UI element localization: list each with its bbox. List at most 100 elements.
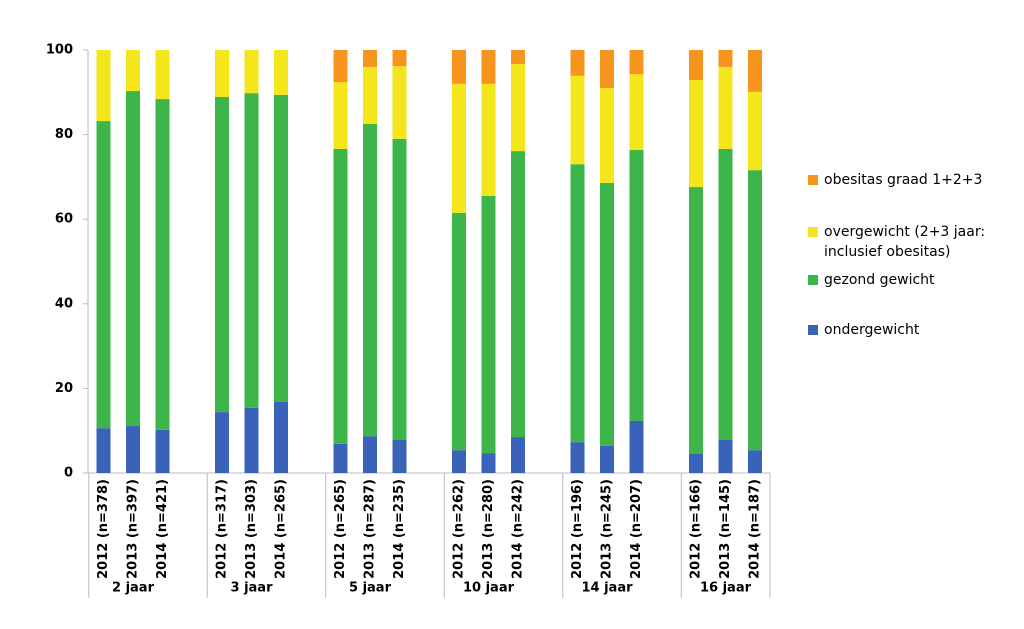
bar-segment [481, 453, 496, 473]
bar-segment [274, 50, 288, 95]
group-label: 5 jaar [349, 581, 392, 596]
bar-segment [126, 91, 140, 427]
bar-segment [333, 443, 348, 473]
bar-segment [96, 50, 111, 122]
bar-segment [481, 195, 496, 454]
y-tick-label: 100 [46, 43, 73, 58]
bar-segment [126, 426, 140, 473]
bar-segment [718, 440, 733, 473]
x-tick-label: 2012 (n=265) [333, 479, 348, 579]
bar-segment [718, 148, 733, 441]
legend-item: ondergewicht [808, 320, 1008, 340]
y-tick-label: 40 [55, 296, 73, 311]
x-tick-label: 2012 (n=317) [215, 479, 230, 579]
bar-segment [600, 88, 614, 183]
bar-segment [274, 94, 288, 402]
x-tick-label: 2014 (n=421) [155, 479, 170, 579]
bar-segment [96, 121, 111, 429]
bar-segment [511, 151, 525, 438]
x-tick-label: 2013 (n=397) [126, 479, 141, 579]
legend-swatch [808, 325, 818, 335]
group-label: 16 jaar [700, 581, 752, 596]
bar-segment [481, 50, 496, 84]
bar-segment [570, 50, 585, 76]
bar-segment [718, 66, 733, 149]
bar-segment [215, 412, 229, 473]
bar-segment [333, 82, 348, 149]
bar-segment [629, 420, 644, 473]
y-tick-label: 60 [55, 212, 73, 227]
bar-segment [600, 182, 614, 446]
legend-label: overgewicht (2+3 jaar: inclusief obesita… [824, 224, 986, 260]
bar-segment [600, 50, 614, 89]
x-tick-label: 2013 (n=280) [481, 479, 496, 579]
x-tick-label: 2012 (n=196) [570, 479, 585, 579]
x-tick-label: 2013 (n=145) [718, 479, 733, 579]
bar-segment [244, 407, 259, 473]
bar-segment [363, 436, 377, 473]
x-tick-label: 2014 (n=242) [511, 479, 526, 579]
bar-segment [570, 442, 585, 473]
bar-segment [570, 75, 585, 165]
x-tick-label: 2012 (n=166) [689, 479, 704, 579]
y-tick-label: 20 [55, 381, 73, 396]
group-label: 10 jaar [463, 581, 515, 596]
y-tick-label: 80 [55, 127, 73, 142]
y-tick-label: 0 [64, 466, 73, 481]
bar-segment [511, 63, 525, 152]
bar-segment [215, 96, 229, 413]
bar-segment [748, 91, 762, 171]
bar-segment [452, 212, 466, 451]
bar-segment [333, 148, 348, 444]
bar-segment [481, 83, 496, 196]
bar-segment [392, 138, 407, 441]
bar-segment [363, 50, 377, 67]
x-tick-label: 2012 (n=378) [96, 479, 111, 579]
bar-segment [155, 429, 170, 473]
group-label: 14 jaar [581, 581, 633, 596]
bar-segment [689, 187, 703, 454]
x-tick-label: 2013 (n=245) [600, 479, 615, 579]
x-tick-label: 2014 (n=187) [748, 479, 763, 579]
bar-segment [452, 450, 466, 473]
bar-segment [600, 445, 614, 473]
bar-segment [452, 50, 466, 84]
legend-swatch [808, 227, 818, 237]
bar-segment [392, 66, 407, 139]
x-tick-label: 2012 (n=262) [452, 479, 467, 579]
bar-segment [629, 149, 644, 421]
group-label: 2 jaar [112, 581, 155, 596]
bar-segment [570, 164, 585, 443]
bar-segment [333, 50, 348, 83]
bar-segment [274, 401, 288, 473]
bar-segment [363, 66, 377, 125]
bar-segment [718, 50, 733, 67]
group-label: 3 jaar [231, 581, 274, 596]
bar-segment [126, 50, 140, 92]
bar-segment [392, 50, 407, 67]
x-tick-label: 2013 (n=303) [244, 479, 259, 579]
bar-segment [748, 50, 762, 92]
legend-item: overgewicht (2+3 jaar: inclusief obesita… [808, 222, 1008, 262]
bar-segment [363, 124, 377, 437]
bar-segment [689, 80, 703, 188]
bar-segment [511, 50, 525, 64]
bar-segment [155, 99, 170, 430]
legend-label: obesitas graad 1+2+3 [824, 172, 983, 188]
bar-segment [689, 453, 703, 473]
bar-segment [244, 93, 259, 408]
bar-segment [629, 50, 644, 75]
bar-segment [392, 440, 407, 473]
x-tick-label: 2014 (n=235) [392, 479, 407, 579]
bar-segment [155, 50, 170, 100]
legend-item: gezond gewicht [808, 270, 1008, 290]
x-tick-label: 2014 (n=207) [629, 479, 644, 579]
x-tick-label: 2013 (n=287) [363, 479, 378, 579]
legend-label: ondergewicht [824, 322, 920, 338]
legend-swatch [808, 275, 818, 285]
bar-segment [511, 437, 525, 473]
bar-segment [748, 170, 762, 451]
bar-segment [96, 428, 111, 473]
